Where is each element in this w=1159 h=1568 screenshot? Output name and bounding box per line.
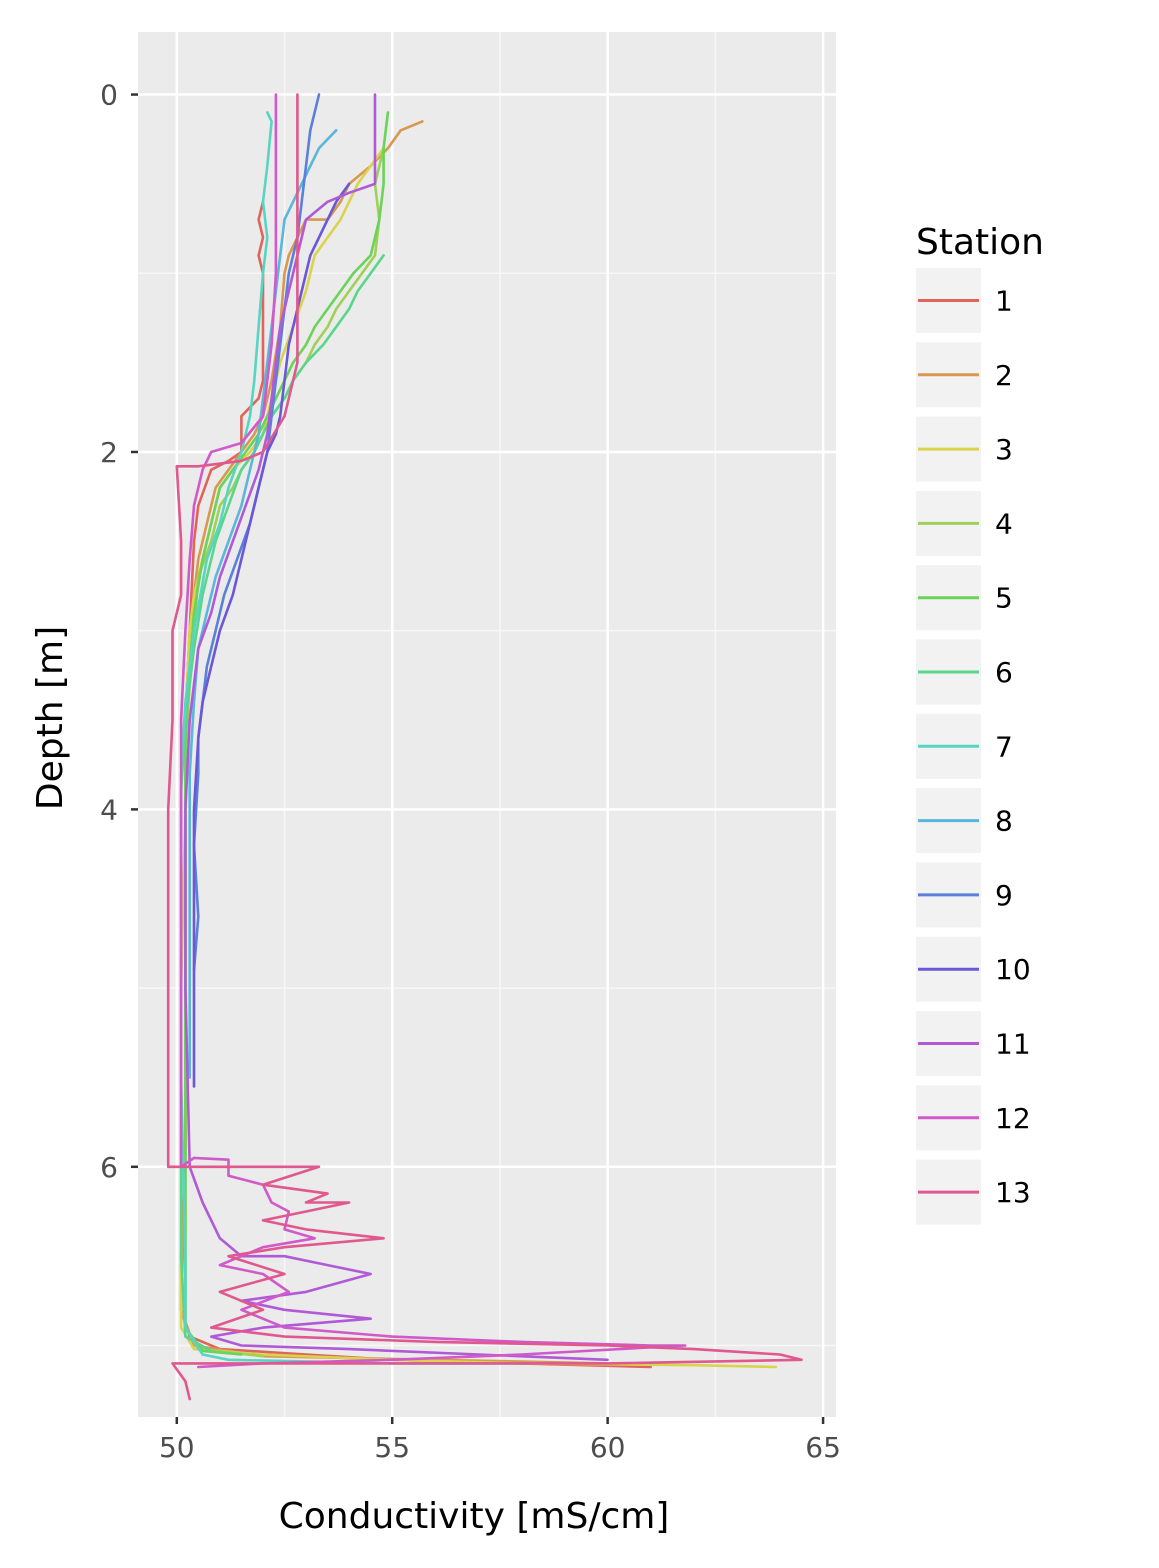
grid-major xyxy=(138,32,836,1417)
x-tick-label: 60 xyxy=(590,1431,626,1464)
x-axis-title: Conductivity [mS/cm] xyxy=(279,1496,670,1537)
legend-label: 6 xyxy=(995,656,1013,689)
legend-label: 12 xyxy=(995,1102,1031,1135)
legend-label: 1 xyxy=(995,285,1013,318)
y-axis-title: Depth [m] xyxy=(30,626,71,810)
series-line-station-11 xyxy=(184,93,609,1362)
series-line-station-13 xyxy=(166,93,803,1401)
legend-label: 2 xyxy=(995,359,1013,392)
legend-title: Station xyxy=(916,222,1044,263)
legend-item-station-9: 9 xyxy=(916,862,1013,928)
legend-label: 10 xyxy=(995,953,1031,986)
legend-item-station-5: 5 xyxy=(916,565,1013,631)
y-tick-label: 2 xyxy=(100,436,118,469)
series-line-station-10 xyxy=(192,182,351,1088)
plot-panel xyxy=(138,32,836,1417)
legend-item-station-12: 12 xyxy=(916,1085,1031,1151)
legend-label: 3 xyxy=(995,433,1013,466)
legend-item-station-13: 13 xyxy=(916,1159,1031,1225)
legend-item-station-10: 10 xyxy=(916,936,1031,1002)
legend-item-station-6: 6 xyxy=(916,639,1013,705)
y-tick-label: 4 xyxy=(100,793,118,826)
legend-label: 4 xyxy=(995,507,1013,540)
legend-item-station-7: 7 xyxy=(916,713,1013,779)
axis-labels: 50 55 60 65 0 2 4 6 xyxy=(100,79,841,1464)
legend-label: 5 xyxy=(995,582,1013,615)
legend-label: 11 xyxy=(995,1028,1031,1061)
x-tick-label: 55 xyxy=(374,1431,410,1464)
y-tick-label: 0 xyxy=(100,79,118,112)
series-line-station-7 xyxy=(179,111,532,1365)
legend-label: 9 xyxy=(995,879,1013,912)
x-tick-label: 50 xyxy=(159,1431,195,1464)
legend-label: 7 xyxy=(995,730,1013,763)
legend-item-station-1: 1 xyxy=(916,268,1013,333)
legend-label: 13 xyxy=(995,1176,1031,1209)
legend-item-station-8: 8 xyxy=(916,788,1013,854)
series-layer xyxy=(166,93,803,1401)
legend-item-station-3: 3 xyxy=(916,416,1013,482)
legend-item-station-11: 11 xyxy=(916,1011,1031,1076)
x-tick-label: 65 xyxy=(805,1431,841,1464)
legend-label: 8 xyxy=(995,805,1013,838)
axis-ticks xyxy=(131,93,825,1424)
legend-item-station-4: 4 xyxy=(916,490,1013,556)
legend-item-station-2: 2 xyxy=(916,342,1013,408)
y-tick-label: 6 xyxy=(100,1151,118,1184)
